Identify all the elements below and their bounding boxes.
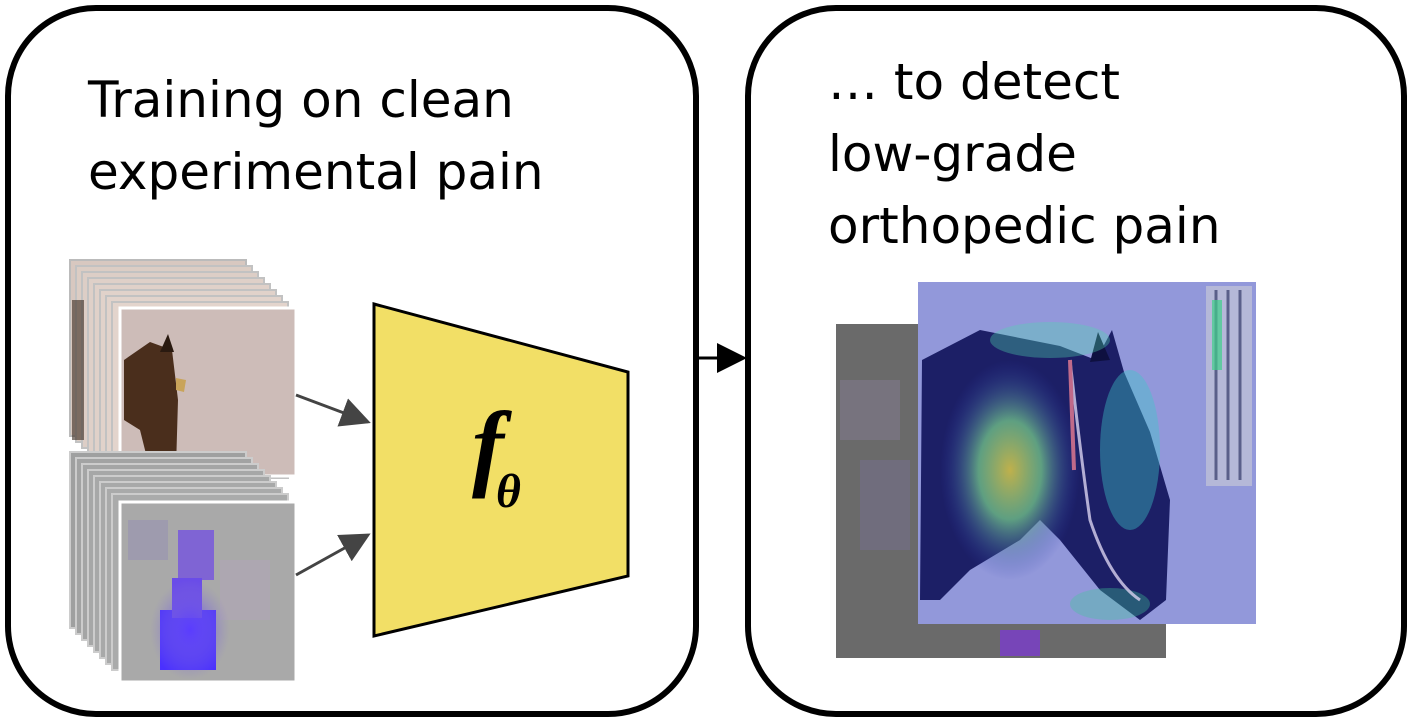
model-function-symbol: f xyxy=(472,392,504,499)
optical-flow-frame-stack-icon xyxy=(69,451,298,684)
horse-heatmap-overlay-icon xyxy=(836,282,1256,658)
model-parameter-subscript: θ xyxy=(496,465,521,518)
right-panel-title: … to detect low-grade orthopedic pain xyxy=(828,53,1221,255)
left-panel-title: Training on clean experimental pain xyxy=(88,71,544,201)
model-trapezoid xyxy=(372,302,630,638)
flow-input-arrow xyxy=(295,533,371,577)
rgb-input-arrow xyxy=(295,393,371,427)
horse-rgb-frame-stack-icon xyxy=(69,259,298,479)
